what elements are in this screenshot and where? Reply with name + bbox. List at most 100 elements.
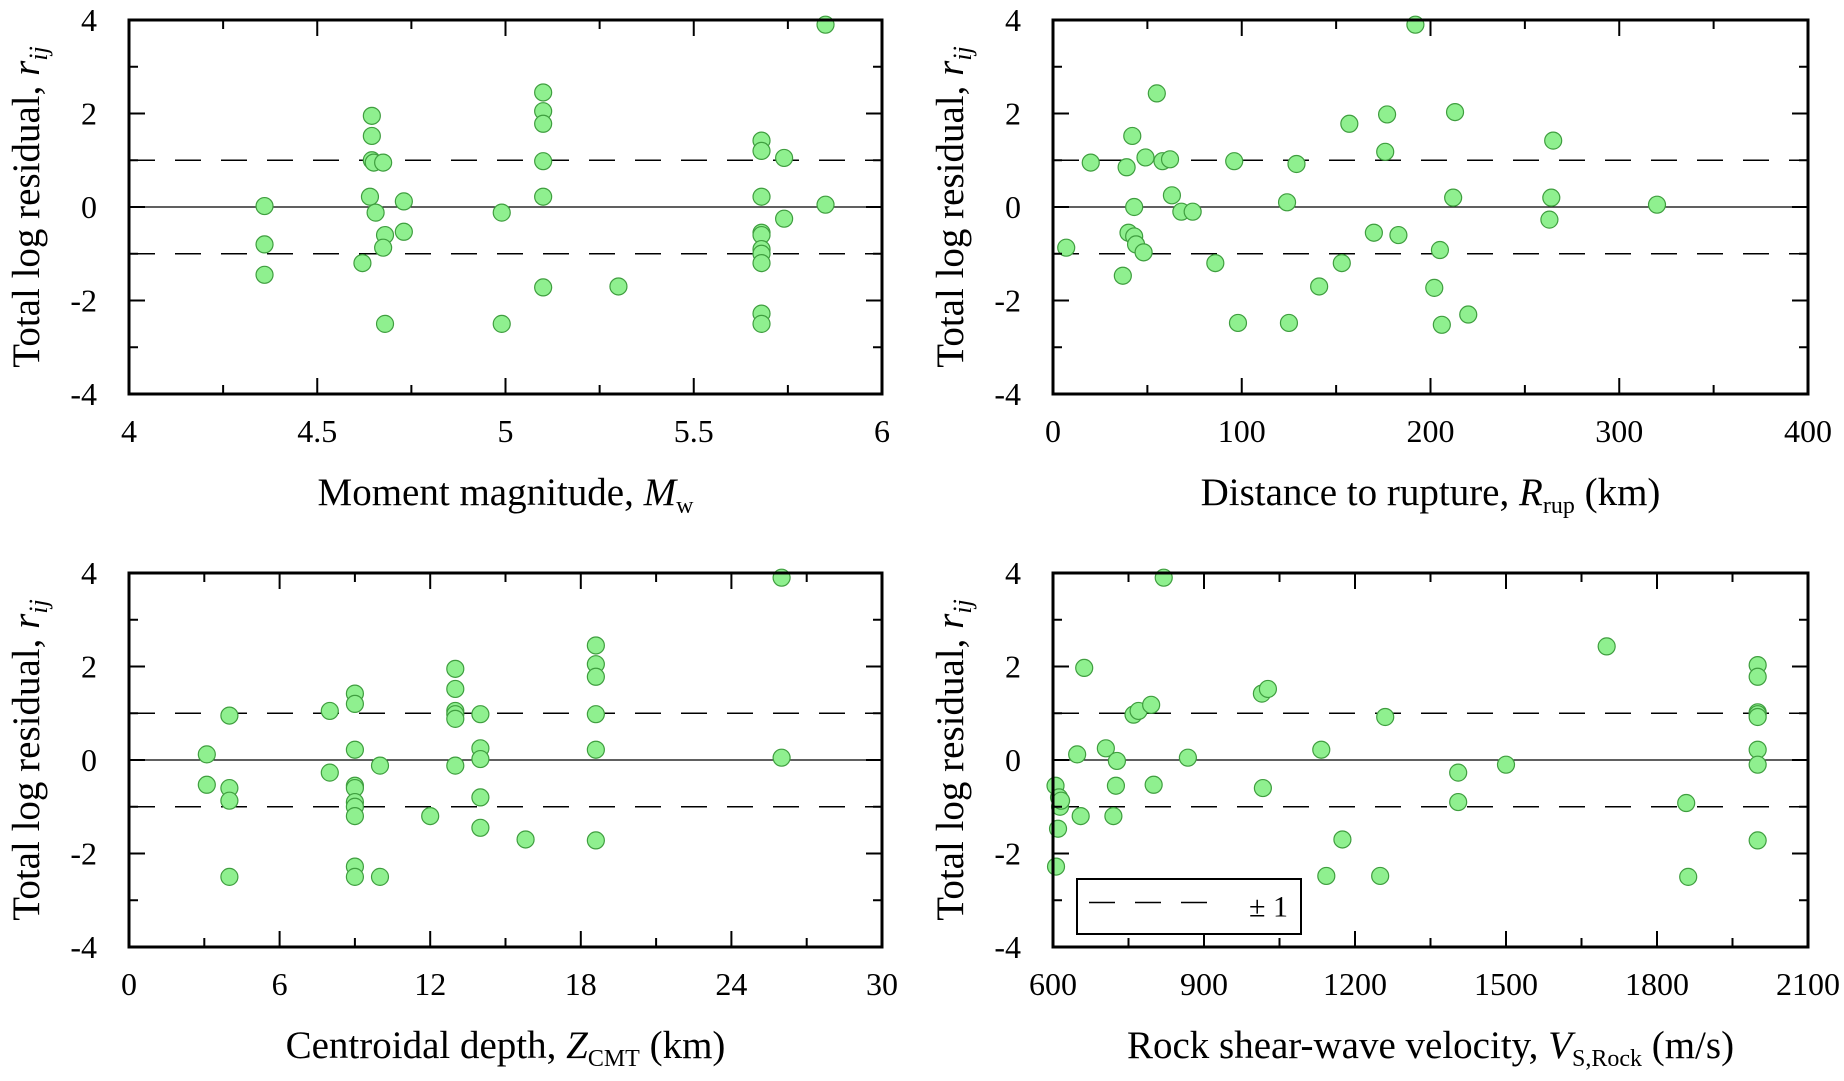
y-axis-label: Total log residual, rij <box>5 46 53 368</box>
data-point <box>255 265 274 284</box>
panel-2: 0 100 200 300 400 -4 -2 0 2 4 Distance to rupture,… <box>929 2 1832 519</box>
data-point <box>1449 763 1468 782</box>
x-tick-label: 4.5 <box>297 413 337 449</box>
data-point <box>1106 776 1126 795</box>
y-axis-label: Total log residual, rij <box>929 46 977 368</box>
data-point <box>446 709 465 728</box>
data-point <box>1679 867 1698 886</box>
data-point <box>816 195 835 214</box>
x-tick-label: 900 <box>1180 966 1228 1002</box>
data-point <box>220 706 239 725</box>
data-point <box>1057 238 1076 257</box>
data-point <box>534 187 553 206</box>
data-point <box>772 748 791 767</box>
data-point <box>1445 102 1465 122</box>
data-point <box>394 222 413 241</box>
data-point <box>1376 707 1395 727</box>
data-point <box>534 152 553 171</box>
data-point <box>374 153 393 172</box>
panel-4: 600 900 1200 1500 1800 2100 -4 -2 0 2 4 Rock shear-… <box>929 555 1840 1072</box>
data-point <box>752 254 771 273</box>
data-point <box>1496 755 1516 774</box>
data-point <box>1748 831 1767 850</box>
y-tick-label: -2 <box>70 836 97 872</box>
data-point <box>1332 254 1351 273</box>
data-point <box>1333 830 1352 849</box>
data-point <box>197 745 216 764</box>
x-tick-label: 5.5 <box>674 413 714 449</box>
data-point <box>1540 210 1559 229</box>
data-point <box>1147 84 1166 103</box>
data-point <box>421 806 440 826</box>
data-point <box>1183 202 1202 221</box>
data-point <box>1444 188 1463 207</box>
data-point <box>1125 197 1144 217</box>
data-point <box>586 740 605 759</box>
data-point <box>1113 266 1132 285</box>
data-point <box>1377 105 1397 124</box>
data-point <box>362 106 381 125</box>
data-point <box>471 788 490 807</box>
y-tick-label: -2 <box>994 283 1021 319</box>
data-point <box>1068 745 1087 764</box>
y-tick-label: -4 <box>994 929 1021 965</box>
data-point <box>1459 305 1478 324</box>
y-tick-label: -4 <box>70 376 97 412</box>
data-point <box>586 636 605 655</box>
data-point <box>1287 154 1306 174</box>
x-tick-label: 600 <box>1029 966 1077 1002</box>
data-point <box>370 867 390 886</box>
x-tick-label: 30 <box>866 966 898 1002</box>
data-point <box>1075 658 1094 678</box>
data-point <box>1081 153 1100 172</box>
data-point <box>1317 866 1336 886</box>
legend: ± 1 <box>1076 878 1302 935</box>
data-point <box>534 114 553 133</box>
x-tick-label: 6 <box>272 966 288 1002</box>
x-axis-label: Distance to rupture, Rrup (km) <box>1201 471 1661 519</box>
data-point <box>752 187 771 206</box>
y-tick-label: -4 <box>70 929 97 965</box>
data-point <box>255 196 274 216</box>
data-point <box>1046 857 1066 876</box>
data-point <box>1677 793 1696 813</box>
data-point <box>255 235 274 254</box>
x-tick-label: 0 <box>121 966 137 1002</box>
data-point <box>1544 131 1563 150</box>
data-point <box>1748 667 1767 686</box>
x-tick-label: 300 <box>1595 413 1643 449</box>
y-tick-label: 2 <box>81 96 97 132</box>
data-point <box>534 83 553 102</box>
data-point <box>471 705 490 724</box>
data-point <box>1425 278 1444 297</box>
data-point <box>586 705 605 724</box>
x-tick-label: 100 <box>1218 413 1266 449</box>
data-point <box>1136 148 1155 167</box>
x-axis-label: Centroidal depth, ZCMT (km) <box>286 1024 726 1072</box>
panel-1: 4 4.5 5 5.5 6 -4 -2 0 2 4 Moment magnitude, Mw Tota… <box>5 2 890 519</box>
data-point <box>1364 223 1383 242</box>
data-point <box>1225 152 1244 171</box>
data-point <box>345 806 364 826</box>
data-point <box>220 791 239 810</box>
x-tick-label: 1200 <box>1323 966 1387 1002</box>
data-point <box>320 763 339 782</box>
data-point <box>775 148 794 168</box>
data-point <box>1310 277 1329 296</box>
data-point <box>446 756 465 775</box>
data-point <box>1277 193 1297 212</box>
data-point <box>1597 637 1616 656</box>
data-point <box>220 867 239 886</box>
data-point <box>1449 792 1468 812</box>
data-point <box>1228 313 1248 333</box>
x-tick-label: 18 <box>565 966 597 1002</box>
data-point <box>516 830 535 849</box>
data-point <box>362 126 381 146</box>
data-point <box>1162 186 1182 205</box>
data-point <box>375 314 395 333</box>
data-point <box>1071 806 1090 826</box>
data-point <box>1104 806 1123 826</box>
y-axis-label: Total log residual, rij <box>929 599 977 921</box>
x-tick-label: 5 <box>498 413 514 449</box>
